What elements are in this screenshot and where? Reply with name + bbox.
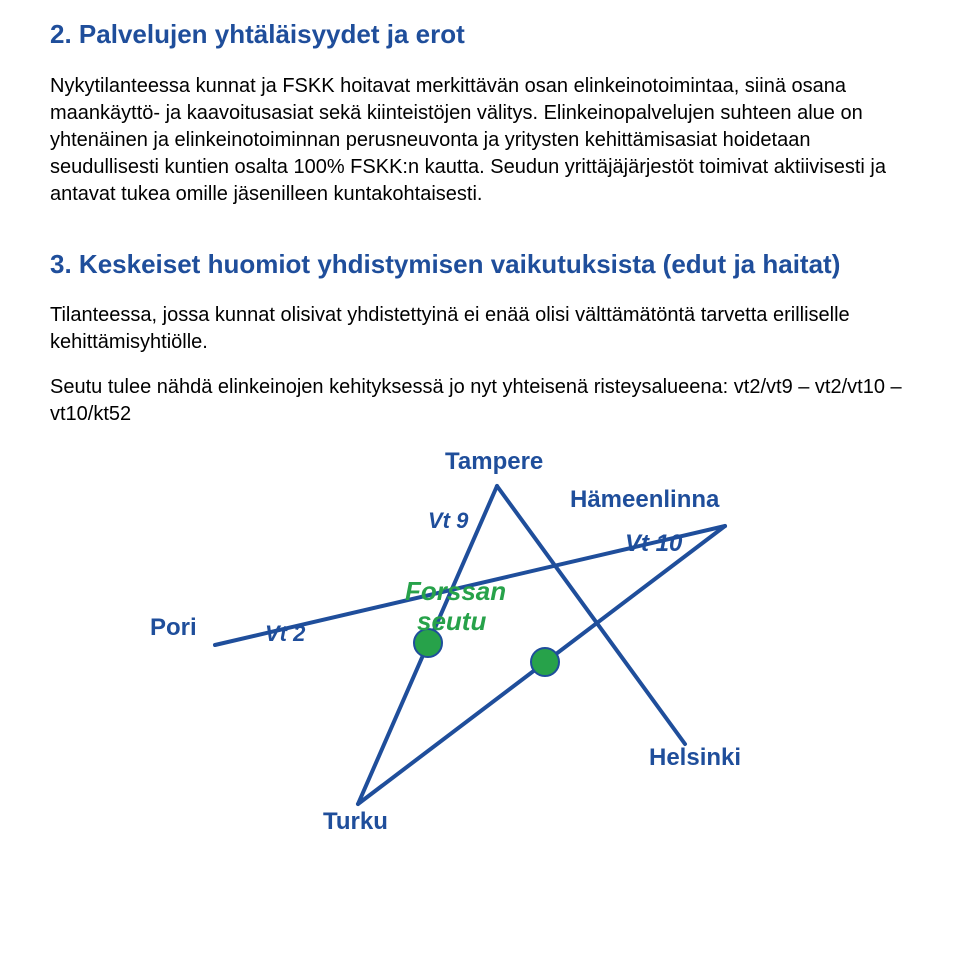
section-3-number: 3. bbox=[50, 249, 72, 279]
section-2-paragraph-1: Nykytilanteessa kunnat ja FSKK hoitavat … bbox=[50, 73, 910, 208]
diagram-node-right bbox=[531, 648, 559, 676]
document-page: 2. Palvelujen yhtäläisyydet ja erot Nyky… bbox=[0, 0, 960, 861]
section-3-paragraph-2: Seutu tulee nähdä elinkeinojen kehitykse… bbox=[50, 374, 910, 428]
diagram-svg bbox=[145, 446, 785, 841]
section-2-heading: 2. Palvelujen yhtäläisyydet ja erot bbox=[50, 18, 910, 51]
section-3-paragraph-1: Tilanteessa, jossa kunnat olisivat yhdis… bbox=[50, 302, 910, 356]
section-3-heading: 3. Keskeiset huomiot yhdistymisen vaikut… bbox=[50, 248, 910, 281]
diagram-node-left bbox=[414, 629, 442, 657]
section-2-title: Palvelujen yhtäläisyydet ja erot bbox=[79, 19, 465, 49]
road-intersection-diagram: TampereHämeenlinnaVt 9Vt 10ForssanseutuP… bbox=[145, 446, 785, 841]
diagram-line-tampere-helsinki bbox=[497, 486, 685, 744]
section-3-title: Keskeiset huomiot yhdistymisen vaikutuks… bbox=[79, 249, 840, 279]
section-2-number: 2. bbox=[50, 19, 72, 49]
